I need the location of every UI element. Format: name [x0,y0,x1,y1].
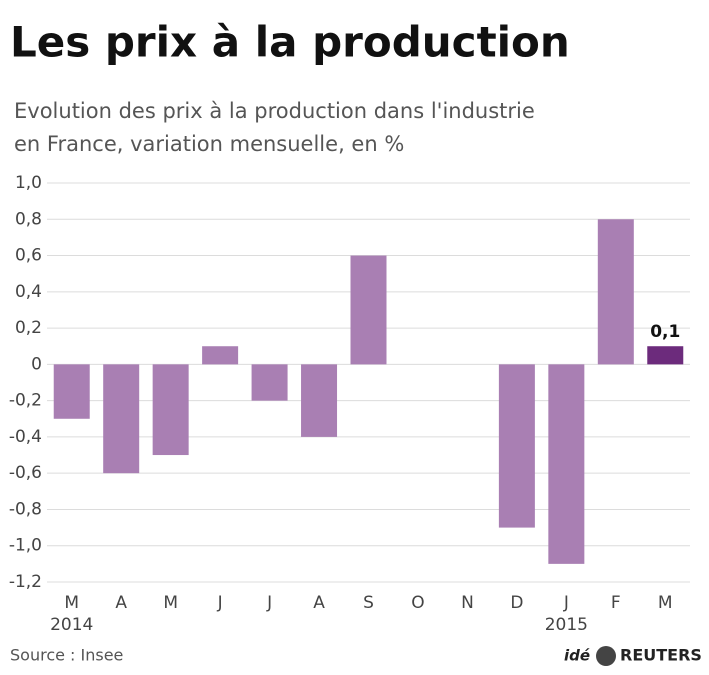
y-tick-label: 0,8 [15,209,42,229]
chart-subtitle: Evolution des prix à la production dans … [14,99,535,123]
x-tick-label: O [411,593,424,613]
bar [548,364,585,564]
x-tick-label: A [313,593,325,613]
bar [647,346,684,365]
bar [597,219,634,365]
year-label: 2014 [50,615,93,635]
x-tick-label: A [115,593,127,613]
bar [53,364,90,419]
y-tick-label: -0,2 [9,391,42,411]
y-tick-label: 0 [31,354,42,374]
chart-title: Les prix à la production [10,18,570,67]
y-tick-label: 1,0 [15,173,42,193]
credit: REUTERS [620,646,702,665]
source: Source : Insee [10,646,123,665]
y-tick-label: -0,4 [9,427,42,447]
x-tick-label: J [217,593,223,613]
x-tick-label: S [363,593,374,613]
y-tick-label: -0,6 [9,463,42,483]
bar [103,364,140,474]
credit: idé [564,647,590,665]
x-tick-label: N [461,593,474,613]
y-tick-label: -1,0 [9,536,42,556]
x-tick-label: F [611,593,621,613]
year-label: 2015 [545,615,588,635]
x-tick-label: J [266,593,272,613]
x-tick-label: J [563,593,569,613]
value-label: 0,1 [650,322,680,342]
x-tick-label: M [64,593,79,613]
bar [350,255,387,365]
y-tick-label: -1,2 [9,572,42,592]
bar [498,364,535,528]
chart-subtitle: en France, variation mensuelle, en % [14,132,404,156]
y-tick-label: 0,4 [15,282,42,302]
bar [251,364,288,401]
logo-icon [596,646,616,666]
bar [301,364,338,437]
x-tick-label: D [510,593,523,613]
y-tick-label: -0,8 [9,499,42,519]
y-tick-label: 0,2 [15,318,42,338]
x-tick-label: M [658,593,673,613]
bar [152,364,189,456]
x-tick-label: M [163,593,178,613]
y-tick-label: 0,6 [15,246,42,266]
bar [202,346,239,365]
